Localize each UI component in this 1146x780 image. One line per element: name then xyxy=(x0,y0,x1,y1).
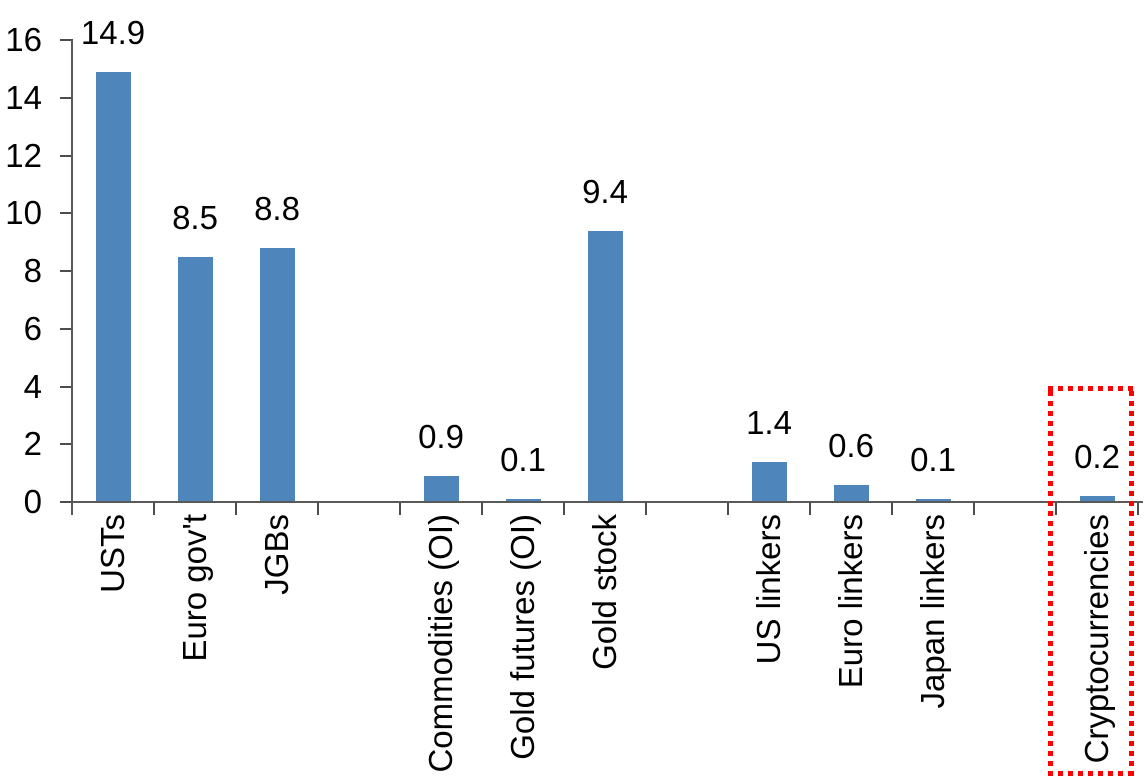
y-tick-mark xyxy=(60,443,73,446)
value-label-gold-futures-oi: 0.1 xyxy=(500,441,546,479)
x-tick-mark xyxy=(809,502,811,515)
bar-japan-linkers xyxy=(915,499,951,502)
x-axis-line xyxy=(71,501,1143,503)
bar-euro-gov-t xyxy=(177,256,213,502)
x-tick-mark xyxy=(317,502,319,515)
value-label-euro-linkers: 0.6 xyxy=(828,426,874,464)
x-tick-mark xyxy=(235,502,237,515)
category-label-commodities-oi: Commodities (OI) xyxy=(422,514,459,773)
y-tick-label-8: 8 xyxy=(23,252,42,289)
y-tick-mark xyxy=(60,39,73,41)
y-tick-label-10: 10 xyxy=(5,194,42,232)
category-label-euro-linkers: Euro linkers xyxy=(832,514,869,689)
y-tick-mark xyxy=(60,385,73,388)
y-axis-line xyxy=(71,40,73,515)
y-tick-mark xyxy=(60,270,73,272)
x-tick-mark xyxy=(399,502,401,515)
bar-euro-linkers xyxy=(833,484,869,502)
bar-gold-futures-oi xyxy=(505,499,541,502)
x-tick-mark xyxy=(481,502,483,515)
y-tick-label-6: 6 xyxy=(23,309,42,347)
y-tick-label-4: 4 xyxy=(23,367,42,405)
category-label-jgbs: JGBs xyxy=(258,514,295,595)
highlight-box xyxy=(1048,386,1134,776)
category-label-usts: USTs xyxy=(94,514,131,593)
y-tick-label-0: 0 xyxy=(23,483,42,520)
category-label-gold-stock: Gold stock xyxy=(586,514,623,670)
y-tick-mark xyxy=(60,154,73,157)
category-label-us-linkers: US linkers xyxy=(750,514,787,665)
bar-commodities-oi xyxy=(423,476,459,502)
x-tick-mark xyxy=(973,502,975,515)
y-tick-label-2: 2 xyxy=(23,425,42,463)
x-tick-mark xyxy=(1137,502,1139,515)
value-label-us-linkers: 1.4 xyxy=(746,403,792,441)
x-tick-mark xyxy=(645,502,647,515)
bar-jgbs xyxy=(259,247,295,502)
y-tick-mark xyxy=(60,501,73,503)
x-tick-mark xyxy=(563,502,565,515)
value-label-euro-gov-t: 8.5 xyxy=(172,198,218,236)
category-label-japan-linkers: Japan linkers xyxy=(914,514,951,709)
bar-gold-stock xyxy=(587,230,623,502)
y-tick-mark xyxy=(60,327,73,330)
y-tick-mark xyxy=(60,96,73,99)
value-label-usts: 14.9 xyxy=(80,13,146,51)
y-tick-label-14: 14 xyxy=(5,78,42,116)
value-label-gold-stock: 9.4 xyxy=(582,172,628,210)
category-label-gold-futures-oi: Gold futures (OI) xyxy=(504,514,541,760)
value-label-jgbs: 8.8 xyxy=(254,189,300,227)
y-tick-label-16: 16 xyxy=(5,21,42,58)
x-tick-mark xyxy=(727,502,729,515)
value-label-japan-linkers: 0.1 xyxy=(910,441,956,479)
y-tick-label-12: 12 xyxy=(5,136,42,174)
bar-us-linkers xyxy=(751,461,787,502)
x-tick-mark xyxy=(153,502,155,515)
value-label-commodities-oi: 0.9 xyxy=(418,418,464,455)
bar-usts xyxy=(95,71,131,502)
x-tick-mark xyxy=(891,502,893,515)
y-tick-mark xyxy=(60,212,73,215)
category-label-euro-gov-t: Euro gov't xyxy=(176,514,213,662)
